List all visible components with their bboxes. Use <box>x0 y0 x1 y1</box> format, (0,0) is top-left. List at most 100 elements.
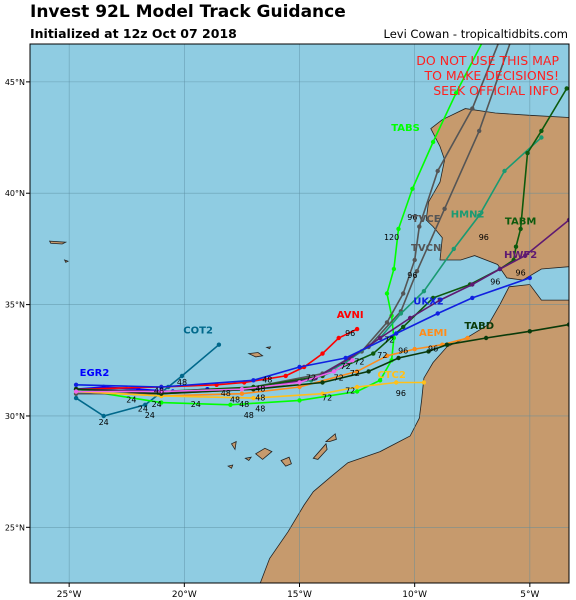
model-label-ctc2: CTC2 <box>377 370 405 381</box>
forecast-hour-label: 48 <box>262 376 272 385</box>
land-iberia <box>425 108 569 281</box>
track-point-ukx2 <box>470 295 475 301</box>
lat-tick-label: 45°N <box>5 78 25 87</box>
track-tabs[interactable] <box>75 40 484 406</box>
track-point-tvce <box>412 257 417 263</box>
lat-tick-label: 30°N <box>5 412 25 421</box>
lon-tick-label: 5°W <box>520 590 539 600</box>
forecast-hour-label: 96 <box>516 269 526 278</box>
forecast-hour-label: 48 <box>230 396 240 405</box>
track-point-tabs <box>430 139 436 145</box>
forecast-hour-label: 120 <box>384 233 399 242</box>
model-label-tabd: TABD <box>464 321 494 332</box>
forecast-hour-label: 72 <box>350 369 360 378</box>
track-point-tabd <box>320 380 325 385</box>
forecast-hour-label: 96 <box>396 389 406 398</box>
track-point-hmn2 <box>502 168 507 174</box>
land-madeira <box>247 352 264 358</box>
forecast-hour-label: 72 <box>306 373 316 382</box>
track-point-cmc2 <box>159 389 164 394</box>
track-point-ukx2 <box>159 384 164 390</box>
forecast-hour-label: 24 <box>191 400 201 409</box>
model-label-egr2: EGR2 <box>80 368 110 379</box>
warning-text-line: SEEK OFFICIAL INFO <box>433 83 559 98</box>
track-point-cmc2 <box>239 387 245 392</box>
track-point-tvce <box>470 106 475 111</box>
forecast-hour-label: 96 <box>490 278 500 287</box>
land-tenerife <box>255 447 273 460</box>
forecast-hour-label: 48 <box>255 405 265 414</box>
lat-tick-label: 25°N <box>5 523 25 532</box>
track-point-hmn2 <box>477 213 482 218</box>
track-point-ukx2 <box>251 378 256 383</box>
track-point-tabs <box>396 226 401 232</box>
track-point-ukx2 <box>73 382 79 387</box>
model-label-tabm: TABM <box>505 216 536 227</box>
track-point-cot2 <box>101 413 106 419</box>
model-label-hmn2: HMN2 <box>451 210 485 221</box>
track-point-cmc2 <box>331 369 337 374</box>
track-point-tvce <box>435 168 440 174</box>
lat-tick-label: 35°N <box>5 301 25 310</box>
credit-text: Levi Cowan - tropicaltidbits.com <box>383 27 569 41</box>
track-point-ctc2 <box>251 395 256 401</box>
warning-text-line: DO NOT USE THIS MAP <box>416 53 559 68</box>
track-point-avni <box>320 351 325 356</box>
lon-tick-label: 10°W <box>402 590 427 600</box>
track-point-tabm <box>430 295 436 301</box>
forecast-hour-label: 72 <box>354 358 364 367</box>
forecast-hour-label: 48 <box>221 389 231 398</box>
track-point-tabd <box>483 335 489 341</box>
track-point-hwf2 <box>407 315 413 321</box>
track-point-tvce <box>401 291 406 296</box>
track-point-hwf2 <box>523 253 528 258</box>
track-point-tabm <box>401 324 406 330</box>
forecast-hour-label: 24 <box>152 400 162 409</box>
land-fuerteventura <box>312 442 328 460</box>
track-point-tvce <box>384 320 390 325</box>
forecast-hour-label: 48 <box>255 393 265 402</box>
track-point-tabs <box>354 389 360 394</box>
forecast-hour-label: 48 <box>255 385 265 394</box>
track-point-tabs <box>384 291 390 296</box>
track-point-tabs <box>391 266 397 272</box>
land-porto-santo <box>265 346 272 350</box>
track-point-cot2 <box>73 395 79 401</box>
forecast-hour-label: 72 <box>384 336 394 345</box>
forecast-hour-label: 72 <box>341 362 351 371</box>
track-point-tabm <box>371 351 376 356</box>
land-gran-canaria <box>280 456 292 467</box>
lat-tick-label: 40°N <box>5 189 25 198</box>
track-point-ukx2 <box>343 355 348 361</box>
track-point-hwf2 <box>566 217 569 223</box>
track-point-tabm <box>525 150 530 156</box>
forecast-hour-label: 96 <box>407 213 417 222</box>
warning-text-line: TO MAKE DECISIONS! <box>423 68 559 83</box>
model-label-avni: AVNI <box>337 310 364 321</box>
track-point-tabm <box>539 128 544 134</box>
forecast-hour-label: 24 <box>138 405 148 414</box>
forecast-hour-label: 96 <box>407 271 417 280</box>
track-point-aemi <box>465 335 470 341</box>
track-point-avni <box>336 335 341 341</box>
track-point-ctc2 <box>394 380 399 385</box>
track-point-hmn2 <box>451 246 456 252</box>
lon-tick-label: 15°W <box>287 590 312 600</box>
track-point-ukx2 <box>394 331 399 336</box>
track-point-cot2 <box>179 373 185 379</box>
track-point-tabd <box>366 369 371 374</box>
track-point-hwf2 <box>497 266 503 272</box>
land-la-gomera <box>244 456 252 462</box>
track-point-aemi <box>384 353 390 358</box>
track-point-avni <box>283 373 288 379</box>
track-cmc2[interactable] <box>76 359 353 393</box>
track-point-aemi <box>297 384 302 390</box>
track-point-hwf2 <box>437 297 443 303</box>
land-el-hierro <box>227 464 234 469</box>
forecast-hour-label: 48 <box>239 400 249 409</box>
forecast-hour-label: 96 <box>428 344 438 353</box>
track-point-tabm <box>513 244 519 249</box>
land-santa-maria <box>63 259 70 263</box>
